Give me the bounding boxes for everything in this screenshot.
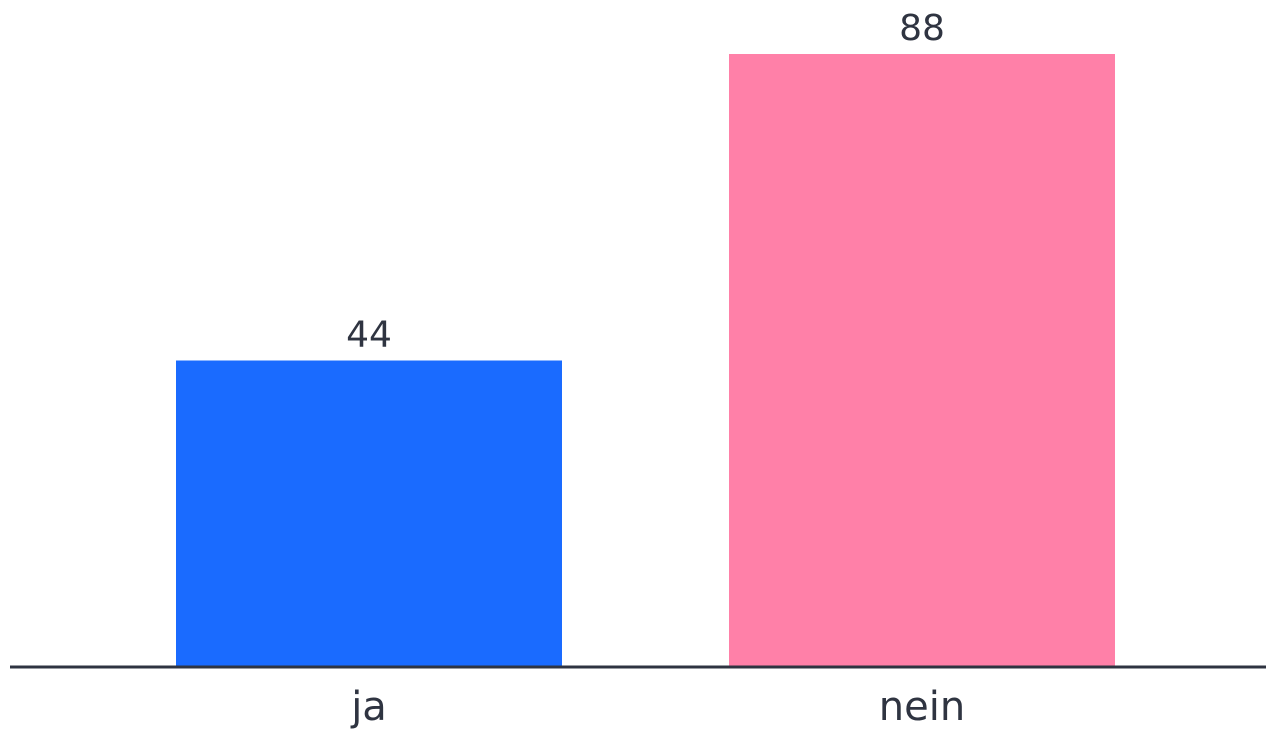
data-labels-group: 44 88: [346, 8, 945, 356]
x-tick-label-nein: nein: [879, 684, 965, 730]
x-tick-labels-group: ja nein: [350, 684, 965, 730]
x-tick-label-ja: ja: [350, 684, 387, 730]
bars-group: [176, 54, 1115, 667]
data-label-nein: 88: [899, 8, 945, 49]
bar-ja: [176, 360, 562, 667]
data-label-ja: 44: [346, 315, 392, 356]
bar-nein: [729, 54, 1115, 667]
